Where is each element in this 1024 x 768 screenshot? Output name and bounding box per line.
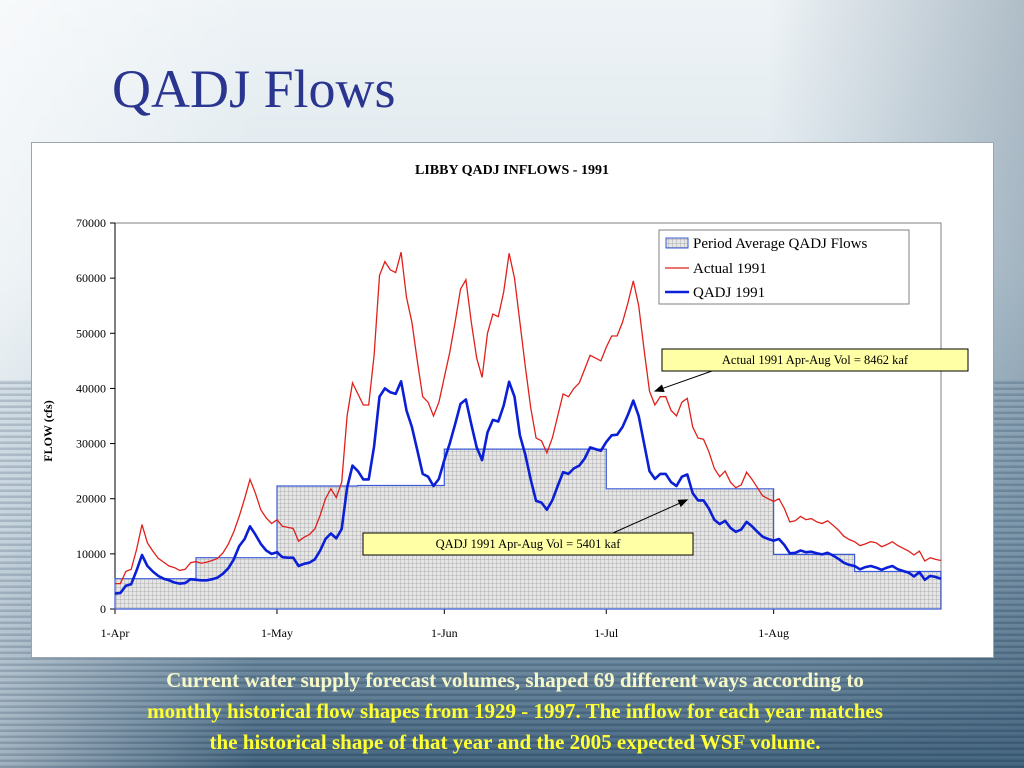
annotation-arrow	[653, 370, 713, 392]
chart-panel: LIBBY QADJ INFLOWS - 1991 FLOW (cfs) 0 10…	[31, 142, 994, 658]
x-tick-label: 1-Apr	[101, 626, 130, 640]
slide-caption: Current water supply forecast volumes, s…	[40, 665, 990, 758]
annotation-text: Actual 1991 Apr-Aug Vol = 8462 kaf	[722, 353, 909, 367]
caption-line-1: Current water supply forecast volumes, s…	[166, 668, 864, 692]
y-axis-label: FLOW (cfs)	[41, 400, 55, 461]
y-tick-label: 0	[100, 602, 106, 616]
annotation-box	[661, 348, 969, 372]
series-layer	[114, 252, 942, 610]
caption-line-3: the historical shape of that year and th…	[209, 730, 821, 754]
x-axis: 1-Apr 1-May 1-Jun 1-Jul 1-Aug	[101, 608, 941, 640]
legend-label: Period Average QADJ Flows	[693, 236, 867, 252]
series-qadj-1991-line	[114, 380, 942, 595]
y-tick-label: 30000	[76, 437, 106, 451]
x-tick-label: 1-Jul	[594, 626, 619, 640]
annotations: Actual 1991 Apr-Aug Vol = 8462 kaf QADJ 1…	[362, 348, 969, 556]
slide-title: QADJ Flows	[112, 59, 396, 119]
y-tick-label: 70000	[76, 216, 106, 230]
annotation-text: QADJ 1991 Apr-Aug Vol = 5401 kaf	[436, 537, 622, 551]
annotation-arrow	[612, 499, 689, 534]
y-tick-label: 10000	[76, 547, 106, 561]
legend-swatch-period-average	[665, 237, 689, 249]
y-tick-label: 20000	[76, 492, 106, 506]
x-tick-label: 1-May	[261, 626, 293, 640]
y-tick-label: 50000	[76, 326, 106, 340]
x-tick-label: 1-Aug	[758, 626, 789, 640]
series-period-average-qadj-area	[114, 448, 942, 610]
legend-label: QADJ 1991	[693, 285, 765, 301]
chart-title: LIBBY QADJ INFLOWS - 1991	[415, 163, 609, 178]
series-actual-1991-line	[115, 252, 942, 585]
y-tick-label: 40000	[76, 381, 106, 395]
chart-svg: LIBBY QADJ INFLOWS - 1991 FLOW (cfs) 0 10…	[41, 163, 969, 640]
x-tick-label: 1-Jun	[431, 626, 458, 640]
caption-line-2: monthly historical flow shapes from 1929…	[147, 699, 883, 723]
legend: Period Average QADJ Flows Actual 1991 QADJ…	[658, 229, 910, 305]
y-axis: 0 10000 20000 30000 40000 50000 60000 70000	[76, 216, 116, 616]
legend-box	[658, 229, 910, 305]
legend-label: Actual 1991	[693, 261, 767, 277]
y-tick-label: 60000	[76, 271, 106, 285]
annotation-box	[362, 532, 694, 556]
